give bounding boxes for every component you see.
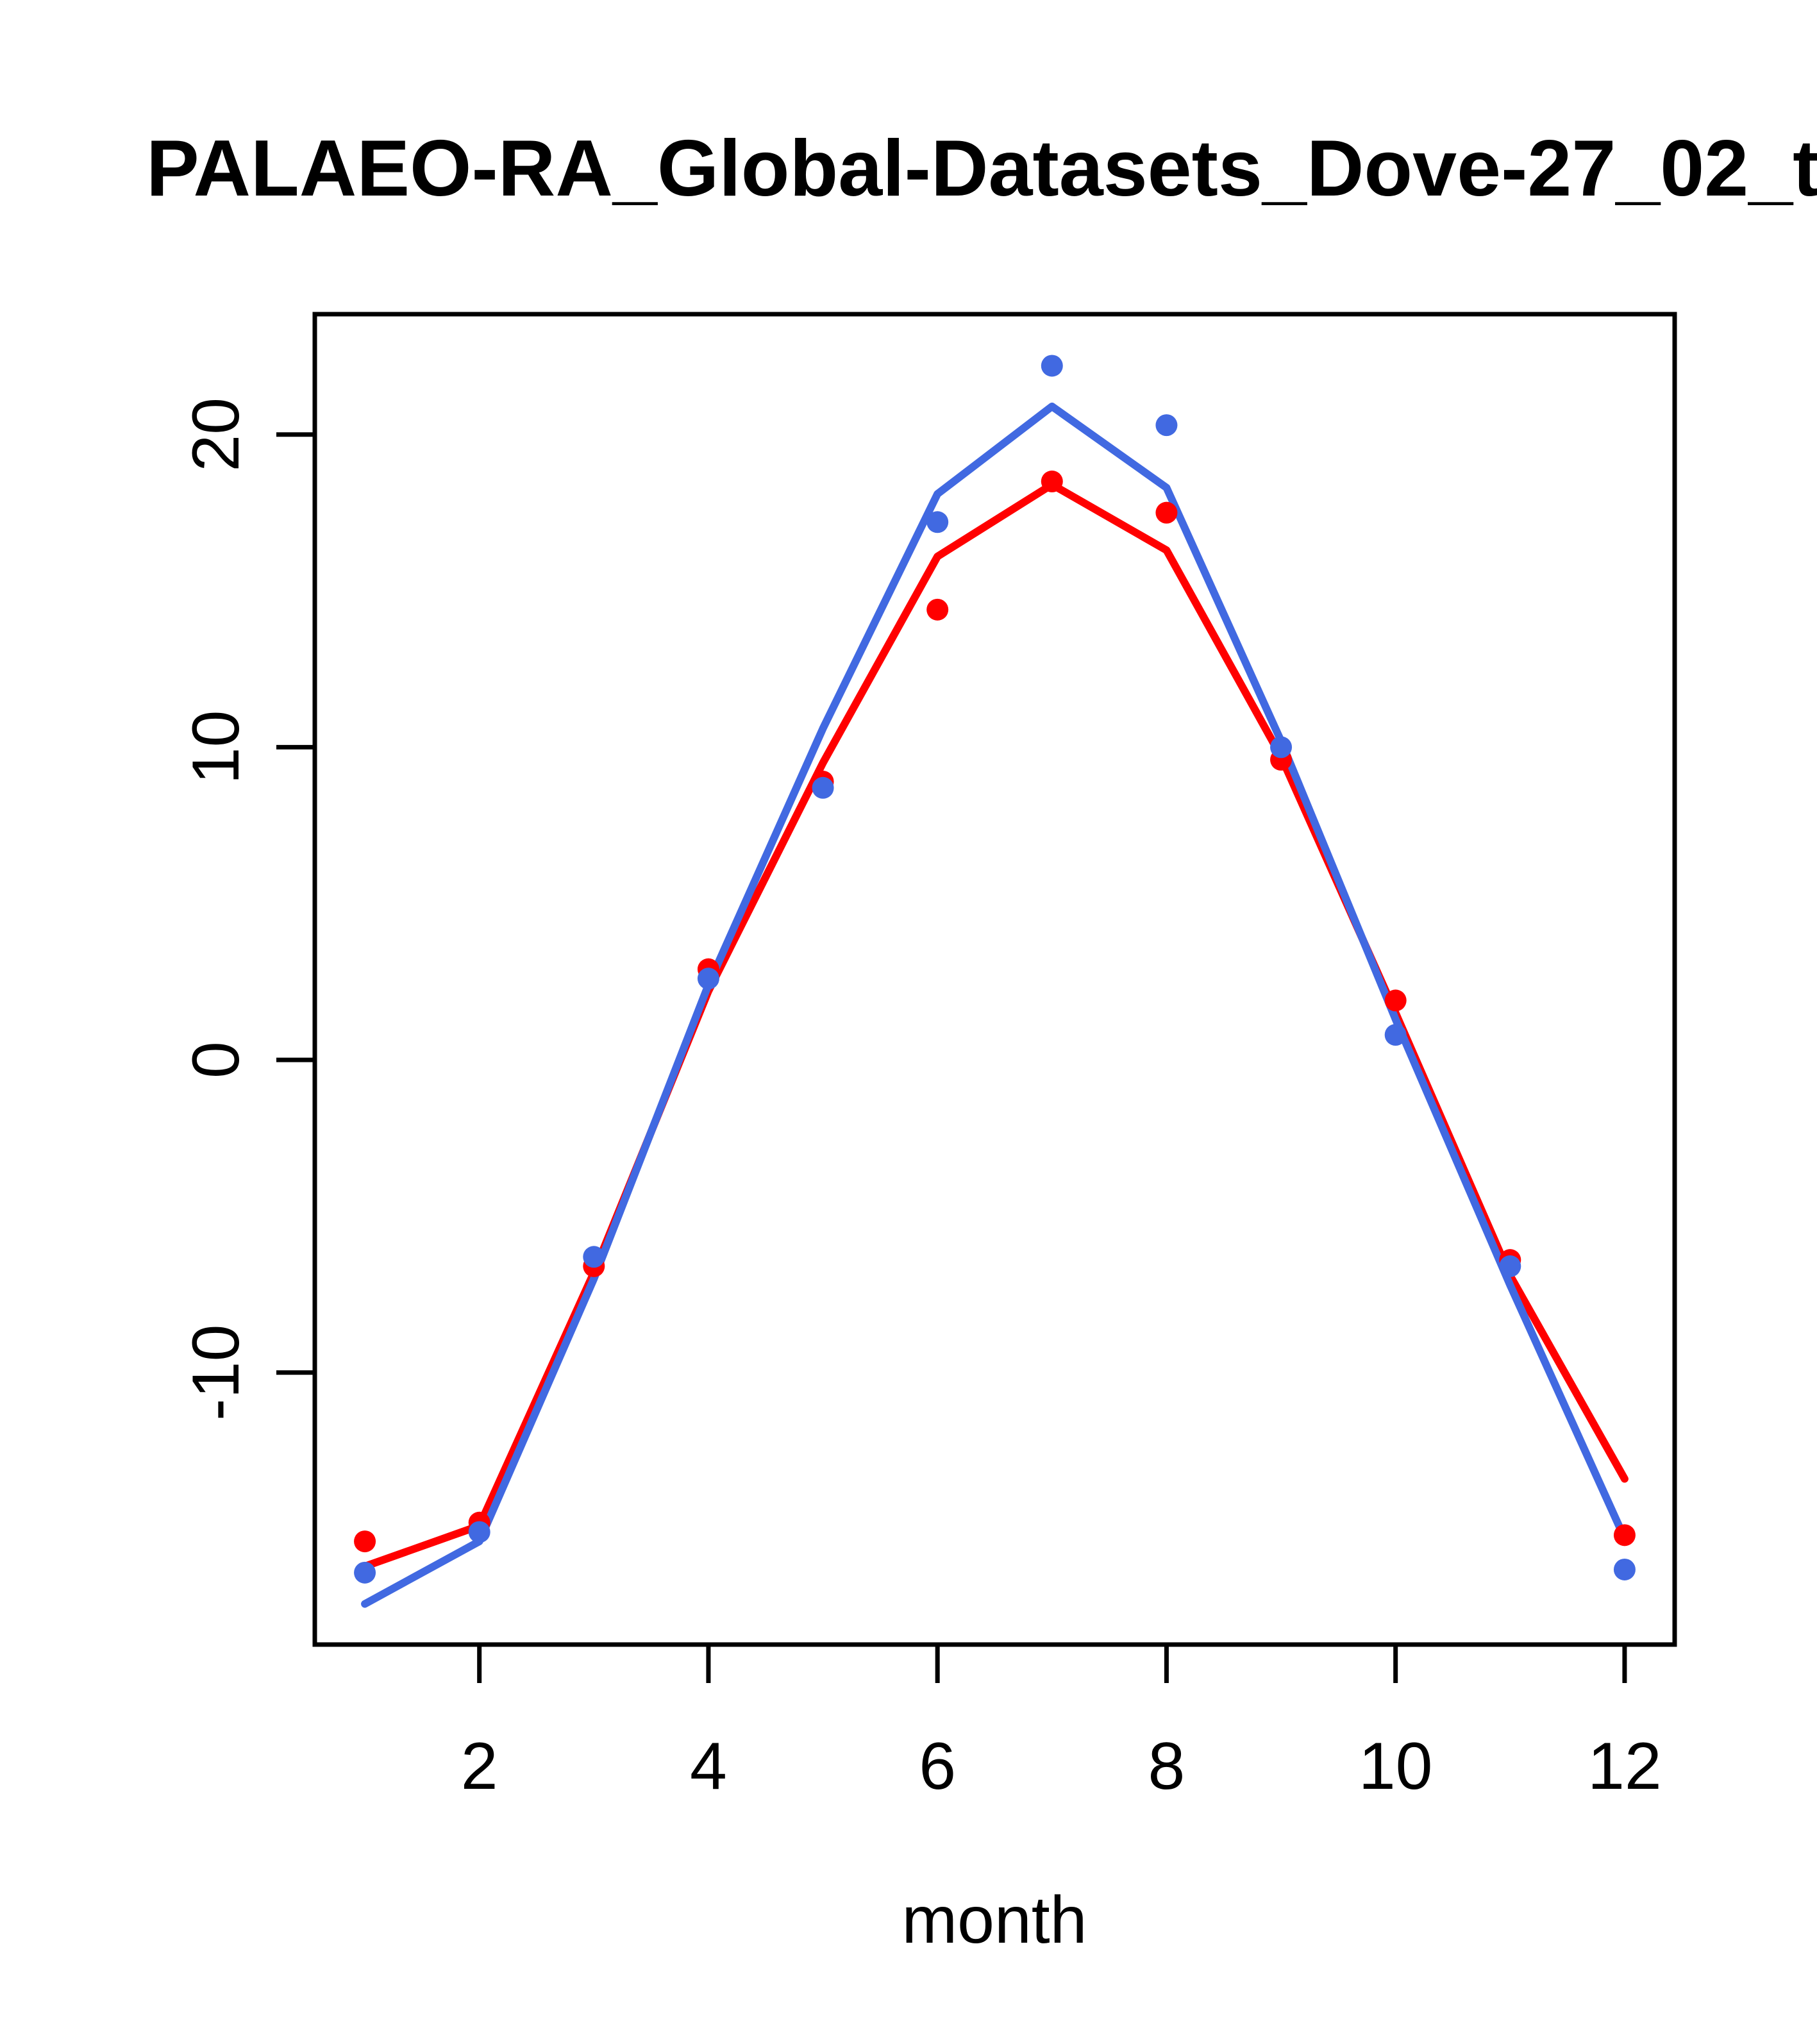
blue-point <box>1155 414 1178 437</box>
blue-point <box>1499 1255 1521 1277</box>
blue-point <box>583 1246 605 1268</box>
blue-point <box>1613 1558 1636 1580</box>
blue-point <box>1270 736 1293 758</box>
blue-point <box>812 776 834 799</box>
blue-point <box>354 1561 376 1584</box>
red-point <box>354 1530 376 1553</box>
red-point <box>926 598 949 621</box>
plot-layer: 2 4 6 8 10 12 -10 0 10 20 <box>179 312 1677 1804</box>
y-tick-label: -10 <box>179 1325 253 1421</box>
plot-box <box>312 312 1677 1647</box>
x-tick-label: 10 <box>1359 1729 1433 1804</box>
red-point <box>1384 989 1407 1012</box>
blue-point <box>1041 355 1063 377</box>
red-point <box>1041 470 1063 492</box>
y-tick-label: 10 <box>179 710 253 785</box>
blue-point <box>697 968 719 990</box>
red-line <box>361 480 1629 1571</box>
x-tick-label: 2 <box>461 1729 498 1804</box>
blue-point <box>468 1521 490 1543</box>
y-tick-label: 0 <box>179 1041 253 1078</box>
x-tick-label: 4 <box>690 1729 727 1804</box>
blue-point <box>1384 1024 1407 1046</box>
x-tick-label: 6 <box>919 1729 956 1804</box>
red-point <box>1155 501 1178 524</box>
blue-line <box>361 402 1629 1608</box>
chart-title: PALAEO-RA_Global-Datasets_Dove-27_02_ta <box>146 124 1817 213</box>
x-tick-label: 8 <box>1148 1729 1185 1804</box>
x-tick-label: 12 <box>1587 1729 1662 1804</box>
x-axis-label: month <box>901 1883 1087 1957</box>
red-point <box>1613 1524 1636 1546</box>
y-tick-label: 20 <box>179 398 253 472</box>
blue-point <box>926 511 949 533</box>
